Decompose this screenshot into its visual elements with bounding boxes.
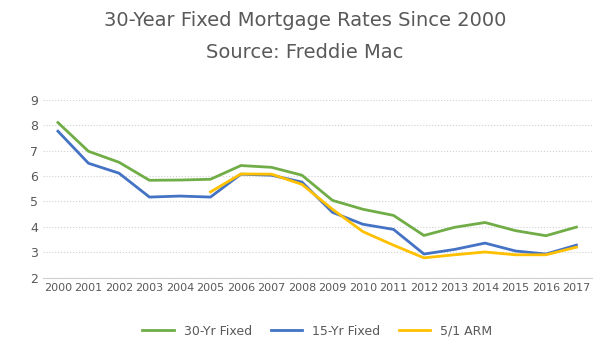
5/1 ARM [207, 190, 214, 194]
30-Yr Fixed [451, 225, 458, 230]
30-Yr Fixed [359, 207, 367, 211]
5/1 ARM [298, 182, 306, 187]
15-Yr Fixed [359, 222, 367, 226]
30-Yr Fixed [54, 120, 62, 125]
Line: 30-Yr Fixed: 30-Yr Fixed [58, 122, 576, 236]
15-Yr Fixed [207, 195, 214, 199]
15-Yr Fixed [146, 195, 153, 199]
15-Yr Fixed [237, 172, 245, 176]
15-Yr Fixed [512, 249, 519, 253]
5/1 ARM [390, 243, 397, 247]
15-Yr Fixed [573, 243, 580, 247]
15-Yr Fixed [268, 173, 275, 177]
15-Yr Fixed [115, 171, 123, 175]
30-Yr Fixed [146, 178, 153, 182]
5/1 ARM [420, 256, 428, 260]
15-Yr Fixed [420, 252, 428, 256]
30-Yr Fixed [85, 149, 92, 153]
Legend: 30-Yr Fixed, 15-Yr Fixed, 5/1 ARM: 30-Yr Fixed, 15-Yr Fixed, 5/1 ARM [137, 320, 497, 342]
30-Yr Fixed [115, 160, 123, 164]
Text: 30-Year Fixed Mortgage Rates Since 2000: 30-Year Fixed Mortgage Rates Since 2000 [104, 11, 506, 30]
Text: Source: Freddie Mac: Source: Freddie Mac [206, 43, 404, 62]
30-Yr Fixed [176, 178, 184, 182]
5/1 ARM [481, 250, 489, 254]
30-Yr Fixed [390, 213, 397, 218]
30-Yr Fixed [237, 163, 245, 168]
15-Yr Fixed [298, 180, 306, 184]
30-Yr Fixed [268, 165, 275, 169]
15-Yr Fixed [390, 227, 397, 231]
15-Yr Fixed [329, 210, 336, 214]
5/1 ARM [237, 172, 245, 176]
5/1 ARM [329, 207, 336, 211]
15-Yr Fixed [481, 241, 489, 245]
30-Yr Fixed [512, 229, 519, 233]
5/1 ARM [512, 253, 519, 257]
Line: 15-Yr Fixed: 15-Yr Fixed [58, 131, 576, 254]
30-Yr Fixed [298, 173, 306, 177]
15-Yr Fixed [176, 194, 184, 198]
5/1 ARM [359, 230, 367, 234]
5/1 ARM [268, 172, 275, 176]
15-Yr Fixed [451, 247, 458, 252]
30-Yr Fixed [329, 198, 336, 203]
5/1 ARM [451, 253, 458, 257]
30-Yr Fixed [481, 220, 489, 225]
15-Yr Fixed [54, 129, 62, 134]
30-Yr Fixed [573, 225, 580, 229]
30-Yr Fixed [420, 233, 428, 237]
30-Yr Fixed [207, 177, 214, 182]
5/1 ARM [542, 253, 550, 257]
30-Yr Fixed [542, 234, 550, 238]
15-Yr Fixed [85, 161, 92, 166]
15-Yr Fixed [542, 252, 550, 256]
5/1 ARM [573, 245, 580, 249]
Line: 5/1 ARM: 5/1 ARM [210, 174, 576, 258]
